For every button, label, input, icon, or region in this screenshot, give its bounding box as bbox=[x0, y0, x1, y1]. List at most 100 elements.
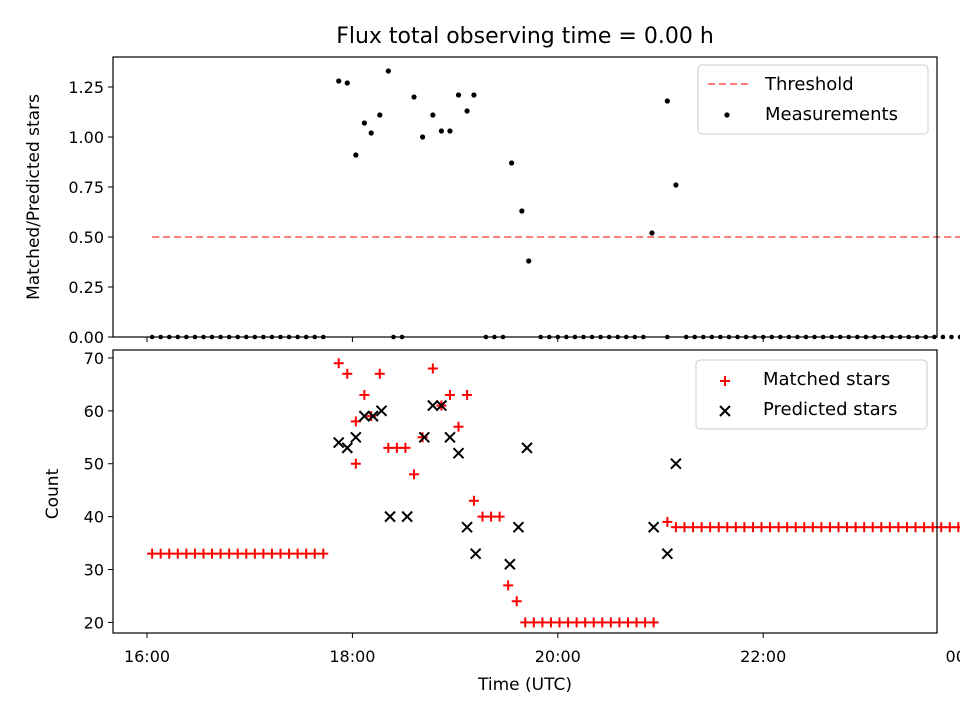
matched-star-point bbox=[520, 617, 531, 628]
top-legend: Threshold Measurements bbox=[697, 64, 929, 135]
measurement-point bbox=[438, 128, 445, 134]
matched-star-point bbox=[301, 548, 312, 559]
matched-star-point bbox=[477, 511, 488, 522]
matched-star-point bbox=[266, 548, 277, 559]
matched-star-point bbox=[427, 363, 438, 374]
bottom-legend: Matched stars Predicted stars bbox=[695, 359, 928, 430]
bottom-plot-area bbox=[147, 358, 960, 628]
measurement-point bbox=[336, 78, 342, 84]
matched-star-point bbox=[588, 617, 599, 628]
matched-star-point bbox=[215, 548, 226, 559]
matched-star-point bbox=[333, 358, 344, 369]
bottom-y-tick-label: 50 bbox=[84, 455, 104, 474]
measurement-point bbox=[377, 112, 383, 118]
matched-star-point bbox=[181, 548, 192, 559]
measurement-point bbox=[419, 134, 426, 140]
matched-star-point bbox=[417, 432, 428, 443]
matched-star-point bbox=[444, 389, 455, 400]
matched-star-point bbox=[944, 522, 955, 533]
matched-star-point bbox=[696, 522, 707, 533]
matched-star-point bbox=[901, 522, 912, 533]
matched-star-point bbox=[824, 522, 835, 533]
matched-star-point bbox=[198, 548, 209, 559]
matched-star-point bbox=[799, 522, 810, 533]
bottom-y-tick-label: 40 bbox=[84, 508, 104, 527]
matched-star-point bbox=[842, 522, 853, 533]
matched-star-point bbox=[790, 522, 801, 533]
measurement-point bbox=[447, 128, 453, 134]
matched-star-point bbox=[241, 548, 252, 559]
matched-star-point bbox=[747, 522, 758, 533]
top-y-tick-label: 1.00 bbox=[68, 128, 104, 147]
matched-star-point bbox=[342, 368, 353, 379]
top-y-tick-label: 0.25 bbox=[68, 278, 104, 297]
measurement-point bbox=[411, 94, 417, 100]
measurement-point-zero bbox=[949, 334, 954, 340]
top-y-tick-label: 1.25 bbox=[68, 78, 104, 97]
matched-star-point bbox=[292, 548, 303, 559]
matched-star-point bbox=[876, 522, 887, 533]
matched-star-point bbox=[730, 522, 741, 533]
predicted-star-point bbox=[461, 521, 473, 533]
matched-star-point bbox=[350, 416, 361, 427]
matched-stars-legend-swatch bbox=[720, 376, 730, 386]
matched-star-point bbox=[224, 548, 235, 559]
measurement-point-zero bbox=[940, 334, 946, 340]
matched-star-point bbox=[833, 522, 844, 533]
matched-star-point bbox=[232, 548, 243, 559]
matched-star-point bbox=[528, 617, 539, 628]
predicted-star-point bbox=[358, 410, 371, 422]
matched-star-point bbox=[631, 617, 642, 628]
predicted-star-point bbox=[384, 510, 396, 523]
measurement-point bbox=[353, 152, 359, 158]
predicted-stars-legend-marker bbox=[719, 405, 731, 417]
matched-star-point bbox=[164, 548, 175, 559]
predicted-star-point bbox=[332, 436, 345, 449]
x-tick-label: 18:00 bbox=[329, 647, 375, 666]
matched-star-point bbox=[172, 548, 183, 559]
measurement-point bbox=[508, 160, 515, 166]
measurement-point bbox=[519, 208, 525, 214]
matched-star-point bbox=[284, 548, 295, 559]
matched-star-point bbox=[773, 522, 784, 533]
measurement-point bbox=[455, 92, 462, 98]
matched-star-point bbox=[580, 617, 591, 628]
matched-star-point bbox=[554, 617, 565, 628]
x-tick-label: 16:00 bbox=[124, 647, 170, 666]
x-tick-label: 22:00 bbox=[740, 647, 786, 666]
measurement-point bbox=[344, 80, 350, 86]
matched-star-point bbox=[383, 442, 394, 453]
bottom-y-tick-label: 60 bbox=[84, 402, 104, 421]
measurement-point bbox=[385, 68, 391, 74]
matched-stars-legend-marker bbox=[720, 376, 730, 386]
matched-star-point bbox=[670, 522, 681, 533]
measurement-point bbox=[368, 130, 374, 136]
chart-title: Flux total observing time = 0.00 h bbox=[336, 24, 714, 49]
predicted-star-point bbox=[444, 431, 456, 443]
matched-star-point bbox=[545, 617, 556, 628]
x-axis-label: Time (UTC) bbox=[477, 675, 572, 695]
matched-stars-legend-label: Matched stars bbox=[763, 369, 890, 390]
bottom-y-axis-label: Count bbox=[43, 468, 63, 519]
matched-star-point bbox=[249, 548, 260, 559]
matched-star-point bbox=[571, 617, 582, 628]
measurements-legend-swatch bbox=[724, 112, 730, 118]
measurements-legend-label: Measurements bbox=[765, 104, 898, 125]
matched-star-point bbox=[927, 522, 938, 533]
top-legend-box bbox=[697, 64, 929, 135]
predicted-star-point bbox=[367, 410, 379, 422]
matched-star-point bbox=[756, 522, 767, 533]
matched-star-point bbox=[155, 548, 166, 559]
predicted-star-point bbox=[512, 521, 525, 533]
matched-star-point bbox=[350, 458, 361, 469]
matched-star-point bbox=[919, 522, 930, 533]
matched-star-point bbox=[597, 617, 608, 628]
matched-star-point bbox=[705, 522, 716, 533]
matched-star-point bbox=[859, 522, 870, 533]
matched-star-point bbox=[722, 522, 733, 533]
measurement-point bbox=[471, 92, 477, 98]
predicted-star-point bbox=[401, 510, 413, 523]
top-y-tick-label: 0.50 bbox=[68, 228, 104, 247]
